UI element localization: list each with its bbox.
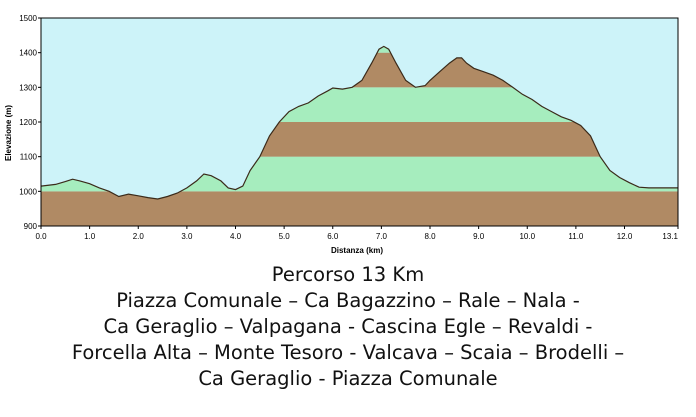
elevation-profile-line <box>40 45 678 200</box>
y-tick-label: 1000 <box>19 187 37 196</box>
x-tick-label: 5.0 <box>279 232 291 241</box>
elevation-band <box>41 191 678 226</box>
caption-line: Piazza Comunale – Ca Bagazzino – Rale – … <box>116 289 580 312</box>
x-tick-label: 9.0 <box>473 232 485 241</box>
x-tick-label: 1.0 <box>84 232 96 241</box>
elevation-chart: 900 1000 1100 1200 1300 1400 1500 0.0 1.0 2.0 3.0… <box>4 14 679 255</box>
x-tick-label: 2.0 <box>133 232 145 241</box>
x-tick-label: 4.0 <box>230 232 242 241</box>
y-tick-label: 900 <box>24 222 38 231</box>
y-tick-label: 1300 <box>19 83 37 92</box>
y-axis-label: Elevazione (m) <box>4 105 13 161</box>
caption-line: Ca Geraglio - Piazza Comunale <box>198 367 498 390</box>
x-tick-label: 0.0 <box>35 232 47 241</box>
x-tick-label: 10.0 <box>519 232 535 241</box>
caption-title: Percorso 13 Km <box>271 263 425 286</box>
route-caption: Percorso 13 Km Piazza Comunale – Ca Baga… <box>0 262 696 392</box>
y-tick-label: 1200 <box>19 118 37 127</box>
x-axis: 0.0 1.0 2.0 3.0 4.0 5.0 6.0 7.0 8.0 9.0 10.0 11.0 12… <box>35 226 679 241</box>
x-tick-label: 13.1 <box>662 232 678 241</box>
x-tick-label: 8.0 <box>424 232 436 241</box>
caption-line: Forcella Alta – Monte Tesoro - Valcava –… <box>71 341 625 364</box>
x-tick-label: 11.0 <box>568 232 584 241</box>
x-tick-label: 6.0 <box>327 232 339 241</box>
y-axis: 900 1000 1100 1200 1300 1400 1500 <box>19 14 41 231</box>
y-tick-label: 1500 <box>19 14 37 23</box>
x-axis-label: Distanza (km) <box>331 246 383 255</box>
x-tick-label: 12.0 <box>617 232 633 241</box>
y-tick-label: 1100 <box>20 153 38 162</box>
caption-line: Ca Geraglio – Valpagana - Cascina Egle –… <box>103 315 593 338</box>
x-tick-label: 7.0 <box>376 232 388 241</box>
y-tick-label: 1400 <box>19 49 37 58</box>
x-tick-label: 3.0 <box>181 232 193 241</box>
